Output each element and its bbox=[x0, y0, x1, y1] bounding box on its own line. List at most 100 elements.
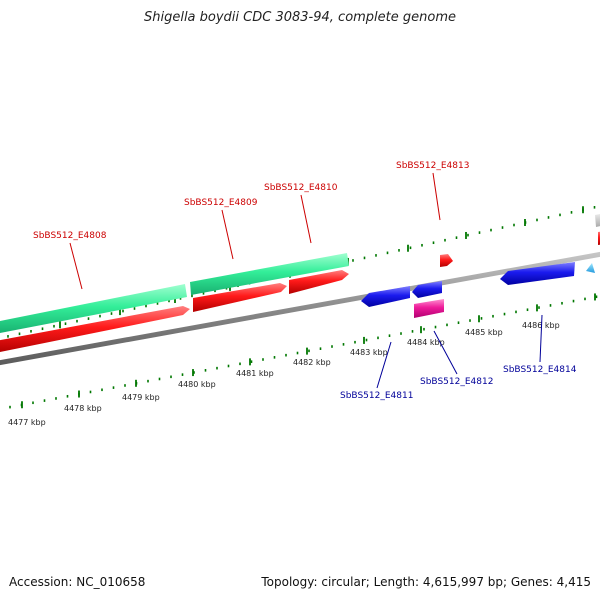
minor-tick bbox=[388, 334, 391, 338]
major-tick bbox=[363, 336, 365, 344]
major-tick bbox=[536, 304, 538, 312]
minor-tick bbox=[285, 353, 287, 357]
minor-tick bbox=[526, 308, 529, 312]
gene-label[interactable]: SbBS512_E4814 bbox=[503, 365, 577, 375]
minor-tick bbox=[536, 218, 538, 222]
minor-tick bbox=[202, 292, 205, 295]
gene-arrow[interactable] bbox=[289, 270, 349, 294]
gene-label[interactable]: SbBS512_E4809 bbox=[184, 198, 258, 208]
gene-arrow[interactable] bbox=[0, 284, 187, 334]
position-tick-label: 4485 kbp bbox=[465, 328, 503, 337]
gene-label-leader bbox=[300, 194, 312, 244]
minor-tick bbox=[273, 356, 276, 359]
minor-tick bbox=[43, 399, 46, 402]
minor-tick bbox=[386, 251, 389, 255]
minor-tick bbox=[227, 364, 230, 368]
major-tick bbox=[594, 293, 596, 301]
minor-tick bbox=[87, 317, 90, 320]
gene-label-leader bbox=[433, 330, 458, 375]
genome-summary-text: Topology: circular; Length: 4,615,997 bp… bbox=[261, 575, 591, 589]
major-tick bbox=[59, 321, 61, 329]
minor-tick bbox=[122, 309, 124, 313]
minor-tick bbox=[446, 323, 448, 327]
minor-tick bbox=[559, 213, 561, 217]
gene-label[interactable]: SbBS512_E4813 bbox=[396, 161, 469, 171]
gene-label[interactable]: SbBS512_E4808 bbox=[33, 231, 107, 241]
major-tick bbox=[135, 379, 137, 387]
minor-tick bbox=[110, 312, 113, 315]
gene-label-leader bbox=[376, 341, 392, 389]
minor-tick bbox=[492, 314, 494, 318]
position-tick-labels: 4477 kbp 4478 kbp 4479 kbp 4480 kbp 4481 kbp… bbox=[8, 321, 560, 427]
minor-tick bbox=[352, 259, 354, 262]
position-tick-label: 4484 kbp bbox=[407, 338, 445, 347]
minor-tick bbox=[421, 243, 423, 247]
minor-tick bbox=[444, 238, 446, 242]
gene-label[interactable]: SbBS512_E4812 bbox=[420, 377, 493, 387]
minor-tick bbox=[156, 302, 159, 305]
gene-arrow[interactable] bbox=[412, 281, 442, 298]
reverse-genes bbox=[361, 262, 595, 318]
gene-arrow[interactable] bbox=[595, 213, 600, 227]
minor-tick bbox=[572, 299, 575, 303]
gene-labels: SbBS512_E4808 SbBS512_E4809 SbBS512_E4810 S… bbox=[33, 161, 577, 401]
minor-tick bbox=[66, 394, 69, 398]
position-tick-label: 4479 kbp bbox=[122, 393, 160, 402]
minor-tick bbox=[214, 289, 216, 293]
position-tick-label: 4477 kbp bbox=[8, 418, 46, 427]
map-title: Shigella boydii CDC 3083-94, complete ge… bbox=[143, 10, 457, 25]
minor-tick bbox=[549, 304, 552, 307]
major-tick bbox=[420, 326, 422, 334]
minor-tick bbox=[515, 310, 517, 314]
minor-tick bbox=[331, 345, 333, 348]
minor-tick bbox=[503, 312, 506, 316]
minor-tick bbox=[409, 246, 412, 250]
gene-arrow[interactable] bbox=[193, 283, 287, 312]
position-tick-label: 4483 kbp bbox=[350, 348, 388, 357]
lower-tick-track bbox=[9, 293, 598, 409]
minor-tick bbox=[145, 304, 147, 308]
minor-tick bbox=[89, 390, 92, 394]
gene-arrow[interactable] bbox=[361, 286, 410, 307]
minor-tick bbox=[30, 329, 32, 333]
minor-tick bbox=[112, 386, 115, 389]
major-tick bbox=[306, 347, 308, 355]
position-tick-label: 4480 kbp bbox=[178, 380, 216, 389]
minor-tick bbox=[547, 216, 550, 219]
gene-arrow[interactable] bbox=[500, 262, 575, 285]
minor-tick bbox=[423, 327, 425, 331]
gene-arrow[interactable] bbox=[586, 263, 595, 273]
major-tick bbox=[582, 206, 584, 214]
gene-label-leader bbox=[539, 314, 543, 363]
gene-arrow[interactable] bbox=[190, 253, 349, 295]
minor-tick bbox=[55, 397, 57, 400]
gene-arrow[interactable] bbox=[0, 306, 190, 353]
minor-tick bbox=[467, 233, 469, 237]
minor-tick bbox=[593, 206, 596, 209]
minor-tick bbox=[469, 319, 471, 322]
minor-tick bbox=[239, 362, 241, 366]
gene-arrow[interactable] bbox=[440, 254, 453, 267]
minor-tick bbox=[363, 256, 366, 260]
minor-tick bbox=[7, 335, 9, 338]
minor-tick bbox=[124, 384, 126, 387]
gene-label[interactable]: SbBS512_E4810 bbox=[264, 183, 338, 193]
major-tick bbox=[478, 315, 480, 323]
gene-label[interactable]: SbBS512_E4811 bbox=[340, 391, 413, 401]
position-tick-label: 4482 kbp bbox=[293, 358, 331, 367]
gene-arrow[interactable] bbox=[414, 299, 444, 318]
minor-tick bbox=[64, 322, 67, 325]
minor-tick bbox=[457, 321, 460, 325]
minor-tick bbox=[133, 307, 136, 310]
minor-tick bbox=[432, 241, 435, 245]
major-tick bbox=[465, 231, 467, 239]
minor-tick bbox=[32, 401, 34, 405]
minor-tick bbox=[250, 360, 253, 363]
major-tick bbox=[174, 296, 176, 303]
minor-tick bbox=[99, 314, 101, 318]
minor-tick bbox=[455, 236, 458, 239]
accession-text: Accession: NC_010658 bbox=[9, 575, 146, 589]
minor-tick bbox=[308, 349, 310, 353]
